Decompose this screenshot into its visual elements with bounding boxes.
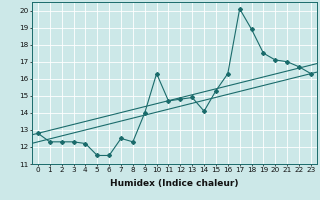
X-axis label: Humidex (Indice chaleur): Humidex (Indice chaleur) xyxy=(110,179,239,188)
